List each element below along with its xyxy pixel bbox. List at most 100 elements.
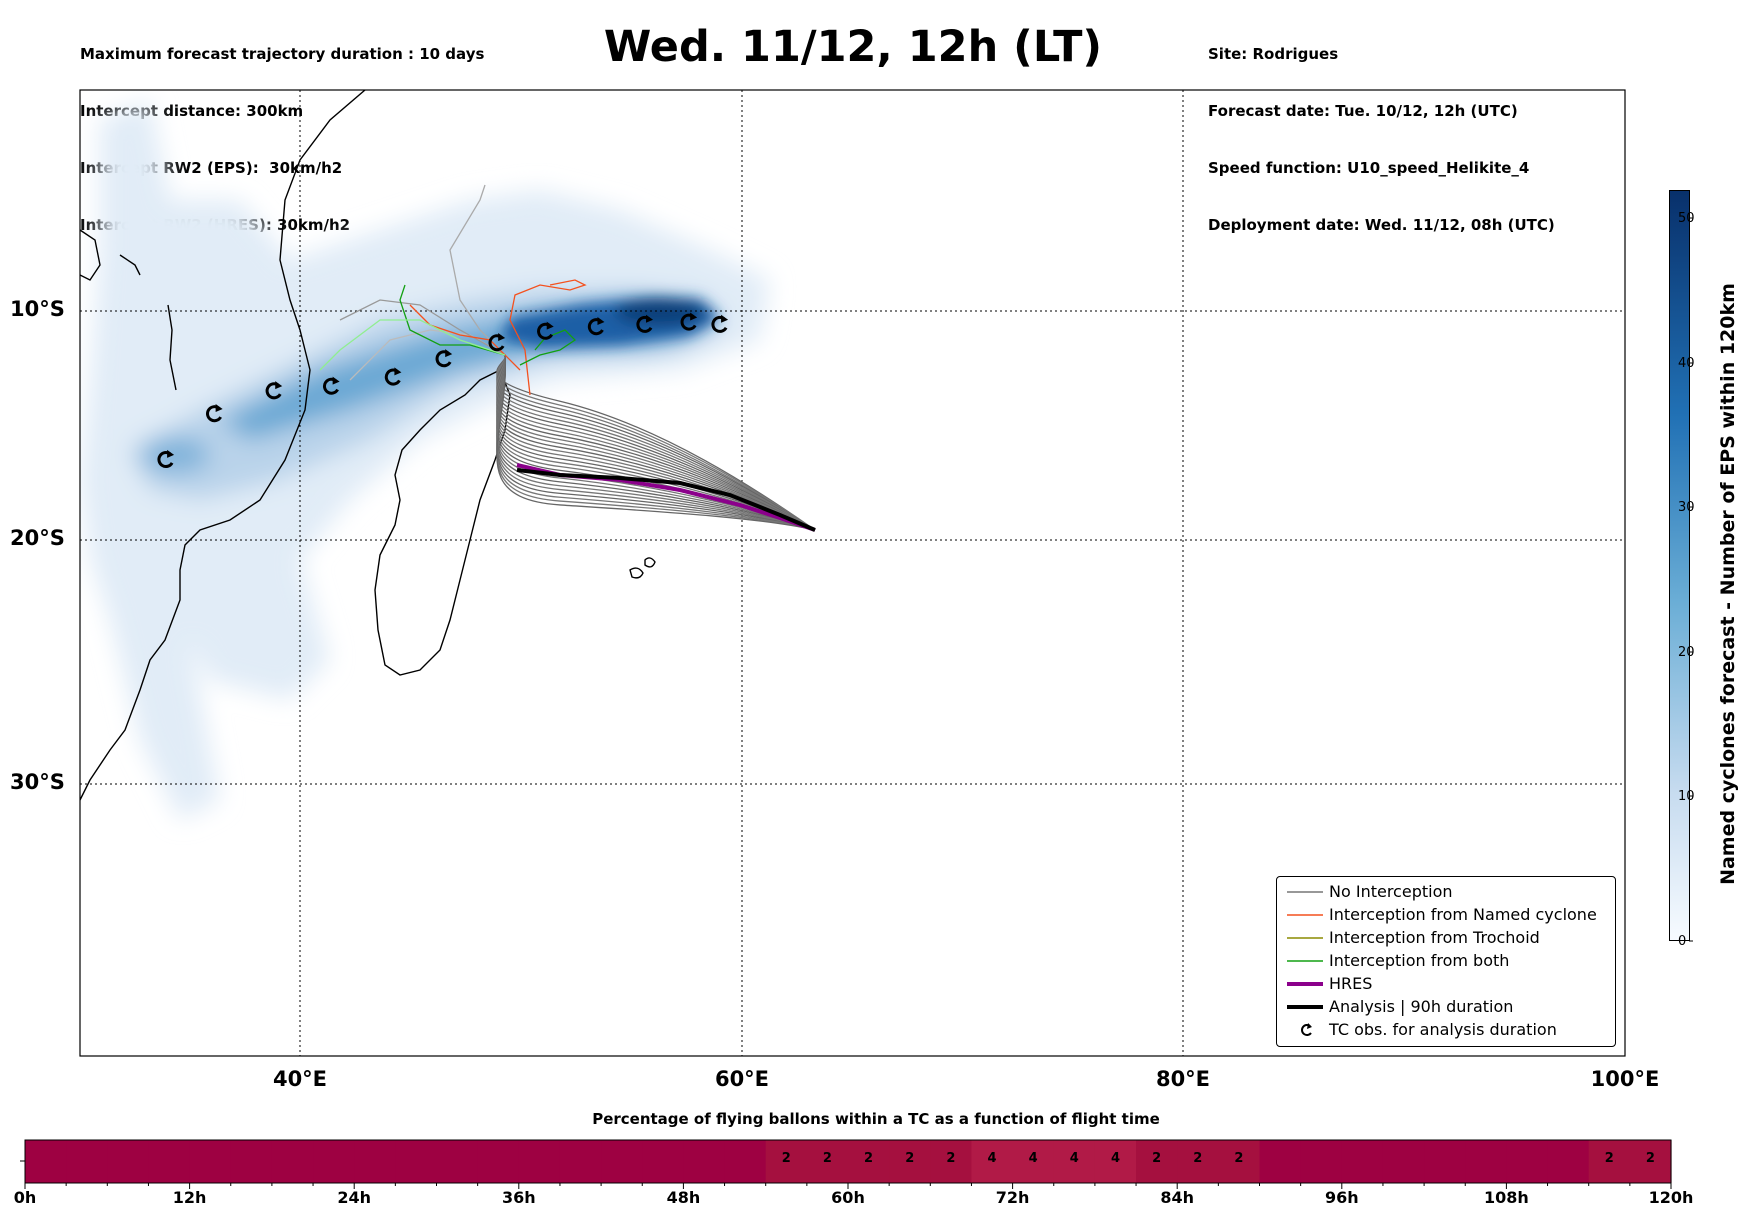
tc-symbol-icon: [1301, 1023, 1312, 1036]
tc-symbol-icon: [384, 367, 402, 386]
percentage-cell: [971, 1140, 1014, 1183]
lat-label: 10°S: [10, 297, 65, 321]
percentage-cell: [25, 1140, 67, 1183]
tc-symbol-icon: [711, 314, 729, 333]
colorbar-ticks: [1689, 217, 1693, 942]
legend-label: HRES: [1329, 974, 1373, 993]
legend-label: Interception from Named cyclone: [1329, 905, 1597, 924]
trajectory-no-interception: [339, 299, 506, 356]
percentage-cell: [1177, 1140, 1219, 1183]
percentage-cell: [436, 1140, 479, 1183]
tc-symbol-icon: [265, 381, 283, 400]
trajectory-no-interception: [496, 354, 816, 531]
time-label: 48h: [666, 1188, 701, 1207]
percentage-cell: [1629, 1140, 1672, 1183]
percentage-value: 2: [946, 1151, 956, 1166]
percentage-cell: [848, 1140, 890, 1183]
island-north: [167, 304, 177, 391]
legend-item-no-interception: No Interception: [1277, 881, 1613, 903]
legend: No Interception Interception from Named …: [1276, 876, 1616, 1047]
legend-item-named-cyclone: Interception from Named cyclone: [1277, 904, 1613, 926]
legend-label: Interception from both: [1329, 951, 1510, 970]
percentage-cell: [724, 1140, 767, 1183]
percentage-cell: [395, 1140, 438, 1183]
density-light: [80, 100, 770, 820]
colorbar-tick-label: 40: [1678, 356, 1695, 371]
tc-symbol-icon: [587, 317, 605, 336]
legend-item-analysis: Analysis | 90h duration: [1277, 996, 1613, 1018]
legend-line-icon: [1287, 937, 1323, 939]
percentage-cell: [1341, 1140, 1384, 1183]
percentage-cell: [930, 1140, 973, 1183]
main-title: Wed. 11/12, 12h (LT): [603, 22, 1103, 72]
legend-label: No Interception: [1329, 882, 1453, 901]
percentage-cell: [271, 1140, 314, 1183]
percentage-value: 2: [1604, 1151, 1614, 1166]
coastlines: [80, 90, 656, 801]
percentage-cell: [1424, 1140, 1466, 1183]
lat-label: 30°S: [10, 770, 65, 794]
legend-label: Analysis | 90h duration: [1329, 997, 1514, 1016]
lon-label: 60°E: [714, 1067, 770, 1091]
graticule: [80, 90, 1625, 1056]
trajectory-no-interception: [496, 354, 816, 531]
percentage-cell: [642, 1140, 684, 1183]
legend-line-icon: [1287, 982, 1323, 986]
lon-label: 40°E: [272, 1067, 328, 1091]
percentage-cell: [518, 1140, 561, 1183]
colorbar-tick-label: 10: [1678, 789, 1695, 804]
percentage-value: 2: [822, 1151, 832, 1166]
percentage-cell: [1259, 1140, 1302, 1183]
header-right-line: Speed function: U10_speed_Helikite_4: [1208, 159, 1530, 177]
density-field: [80, 100, 770, 820]
colorbar-tick-label: 0: [1678, 934, 1687, 949]
colorbar-tick-label: 20: [1678, 645, 1695, 660]
time-label: 96h: [1324, 1188, 1359, 1207]
colorbar-tick-label: 30: [1678, 500, 1695, 515]
lon-label: 80°E: [1155, 1067, 1211, 1091]
time-label: 0h: [13, 1188, 37, 1207]
tc-symbol-icon: [322, 376, 340, 395]
time-label: 24h: [337, 1188, 372, 1207]
time-label: 36h: [501, 1188, 536, 1207]
percentage-value: 2: [1645, 1151, 1655, 1166]
percentage-cell: [66, 1140, 108, 1183]
time-label: 12h: [172, 1188, 207, 1207]
africa-coast: [80, 90, 366, 801]
legend-label: TC obs. for analysis duration: [1329, 1020, 1557, 1039]
percentage-value: 4: [987, 1151, 997, 1166]
time-label: 108h: [1483, 1188, 1529, 1207]
time-label: 72h: [995, 1188, 1030, 1207]
map-frame: [79, 89, 1626, 1057]
percentage-cell: [1012, 1140, 1055, 1183]
legend-item-trochoid: Interception from Trochoid: [1277, 927, 1613, 949]
percentage-cell: [1136, 1140, 1178, 1183]
percentage-cell: [1053, 1140, 1096, 1183]
tc-symbol-icon: [488, 333, 506, 352]
trajectory-no-interception: [496, 354, 816, 531]
percentage-value: 4: [1028, 1151, 1038, 1166]
percentage-cell: [1588, 1140, 1631, 1183]
percentage-cell: [601, 1140, 643, 1183]
header-right-info: Site: Rodrigues Forecast date: Tue. 10/1…: [1208, 7, 1555, 254]
tc-symbol-icon: [206, 404, 223, 423]
colorbar: [1669, 190, 1693, 942]
trajectory-no-interception: [449, 184, 506, 356]
header-right-line: Forecast date: Tue. 10/12, 12h (UTC): [1208, 102, 1518, 120]
colorbar-gradient: [1669, 190, 1690, 941]
percentage-value: 2: [781, 1151, 791, 1166]
trajectory-no-interception: [496, 354, 816, 531]
percentage-cell: [889, 1140, 931, 1183]
percentage-value: 2: [1193, 1151, 1203, 1166]
percentage-cell: [477, 1140, 520, 1183]
colorbar-tick-label: 50: [1678, 211, 1695, 226]
percentage-cell: [765, 1140, 808, 1183]
trajectory-no-interception: [496, 354, 816, 531]
trajectory-no-interception: [496, 354, 816, 531]
legend-item-tc-obs: TC obs. for analysis duration: [1277, 1019, 1613, 1041]
percentage-cell: [107, 1140, 150, 1183]
tc-observations: [157, 312, 729, 468]
percentage-bar: [20, 1139, 1672, 1189]
percentage-cell: [148, 1140, 191, 1183]
